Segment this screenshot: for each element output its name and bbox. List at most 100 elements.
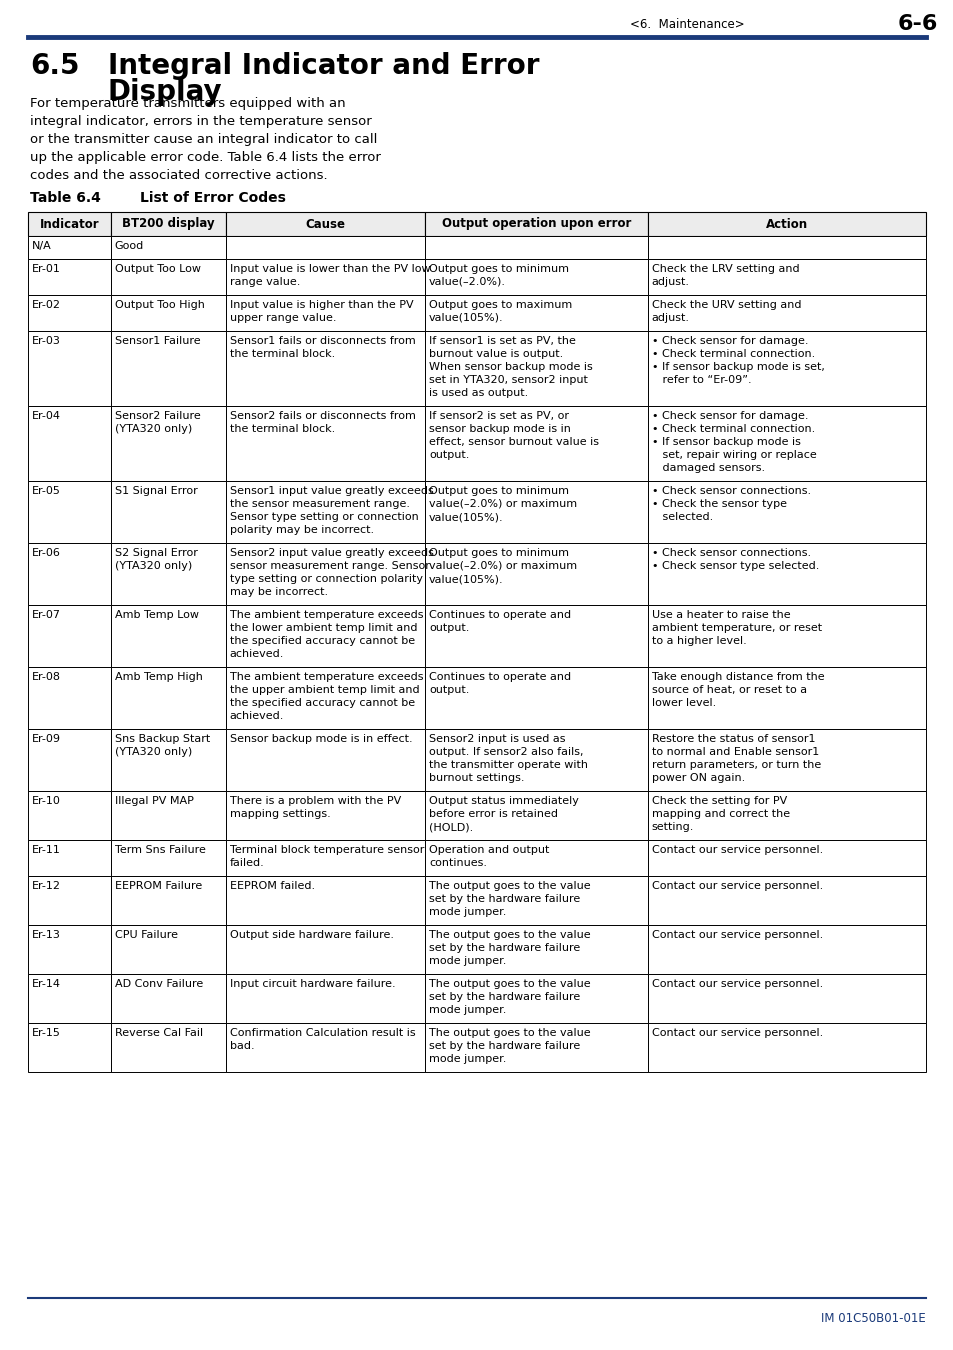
Bar xyxy=(424,296,647,331)
Bar xyxy=(28,543,111,605)
Bar xyxy=(225,212,424,236)
Text: ambient temperature, or reset: ambient temperature, or reset xyxy=(651,622,821,633)
Text: set by the hardware failure: set by the hardware failure xyxy=(429,992,579,1002)
Text: before error is retained: before error is retained xyxy=(429,809,558,819)
Text: Contact our service personnel.: Contact our service personnel. xyxy=(651,930,822,940)
Text: setting.: setting. xyxy=(651,822,693,832)
Text: Confirmation Calculation result is: Confirmation Calculation result is xyxy=(230,1027,415,1038)
Text: burnout value is output.: burnout value is output. xyxy=(429,350,562,359)
Text: mapping and correct the: mapping and correct the xyxy=(651,809,789,819)
Text: Amb Temp High: Amb Temp High xyxy=(114,672,202,682)
Text: Er-03: Er-03 xyxy=(32,336,61,346)
Bar xyxy=(647,876,925,925)
Bar xyxy=(647,925,925,973)
Text: Action: Action xyxy=(765,217,807,231)
Text: output.: output. xyxy=(429,450,469,460)
Text: Input value is higher than the PV: Input value is higher than the PV xyxy=(230,300,413,310)
Text: output.: output. xyxy=(429,622,469,633)
Text: lower level.: lower level. xyxy=(651,698,715,707)
Bar xyxy=(225,973,424,1023)
Text: refer to “Er-09”.: refer to “Er-09”. xyxy=(651,375,750,385)
Bar xyxy=(28,1023,111,1072)
Bar xyxy=(225,791,424,840)
Text: Check the setting for PV: Check the setting for PV xyxy=(651,796,786,806)
Text: Term Sns Failure: Term Sns Failure xyxy=(114,845,205,855)
Text: If sensor1 is set as PV, the: If sensor1 is set as PV, the xyxy=(429,336,576,346)
Text: burnout settings.: burnout settings. xyxy=(429,774,524,783)
Bar xyxy=(424,876,647,925)
Text: damaged sensors.: damaged sensors. xyxy=(651,463,764,472)
Text: upper range value.: upper range value. xyxy=(230,313,335,323)
Bar xyxy=(111,331,225,406)
Bar xyxy=(225,729,424,791)
Text: Sensor1 fails or disconnects from: Sensor1 fails or disconnects from xyxy=(230,336,415,346)
Bar xyxy=(111,605,225,667)
Bar xyxy=(424,791,647,840)
Text: set in YTA320, sensor2 input: set in YTA320, sensor2 input xyxy=(429,375,587,385)
Text: Output status immediately: Output status immediately xyxy=(429,796,578,806)
Bar xyxy=(111,481,225,543)
Text: Sensor1 Failure: Sensor1 Failure xyxy=(114,336,200,346)
Text: Output Too High: Output Too High xyxy=(114,300,204,310)
Text: Contact our service personnel.: Contact our service personnel. xyxy=(651,979,822,990)
Text: the specified accuracy cannot be: the specified accuracy cannot be xyxy=(230,698,415,707)
Bar xyxy=(647,481,925,543)
Text: Check the URV setting and: Check the URV setting and xyxy=(651,300,801,310)
Text: output.: output. xyxy=(429,684,469,695)
Bar xyxy=(225,876,424,925)
Text: For temperature transmitters equipped with an: For temperature transmitters equipped wi… xyxy=(30,97,345,109)
Bar xyxy=(647,543,925,605)
Text: Er-04: Er-04 xyxy=(32,410,61,421)
Text: Output goes to minimum: Output goes to minimum xyxy=(429,548,568,558)
Bar xyxy=(647,212,925,236)
Text: If sensor2 is set as PV, or: If sensor2 is set as PV, or xyxy=(429,410,568,421)
Text: Input circuit hardware failure.: Input circuit hardware failure. xyxy=(230,979,395,990)
Text: value(–2.0%) or maximum: value(–2.0%) or maximum xyxy=(429,500,577,509)
Bar xyxy=(225,667,424,729)
Text: Sensor backup mode is in effect.: Sensor backup mode is in effect. xyxy=(230,734,412,744)
Text: the upper ambient temp limit and: the upper ambient temp limit and xyxy=(230,684,418,695)
Text: failed.: failed. xyxy=(230,859,264,868)
Text: The output goes to the value: The output goes to the value xyxy=(429,1027,590,1038)
Text: Er-12: Er-12 xyxy=(32,882,61,891)
Text: the transmitter operate with: the transmitter operate with xyxy=(429,760,587,770)
Text: BT200 display: BT200 display xyxy=(122,217,214,231)
Bar xyxy=(424,406,647,481)
Text: Sensor2 input value greatly exceeds: Sensor2 input value greatly exceeds xyxy=(230,548,433,558)
Text: mode jumper.: mode jumper. xyxy=(429,956,506,967)
Text: Er-05: Er-05 xyxy=(32,486,61,495)
Text: 6-6: 6-6 xyxy=(897,14,937,34)
Bar xyxy=(647,840,925,876)
Text: Contact our service personnel.: Contact our service personnel. xyxy=(651,1027,822,1038)
Text: bad.: bad. xyxy=(230,1041,253,1052)
Bar xyxy=(111,1023,225,1072)
Text: CPU Failure: CPU Failure xyxy=(114,930,177,940)
Text: The ambient temperature exceeds: The ambient temperature exceeds xyxy=(230,672,422,682)
Bar xyxy=(225,406,424,481)
Bar xyxy=(111,876,225,925)
Bar xyxy=(424,925,647,973)
Bar xyxy=(111,925,225,973)
Text: mode jumper.: mode jumper. xyxy=(429,907,506,917)
Text: Er-13: Er-13 xyxy=(32,930,61,940)
Text: Use a heater to raise the: Use a heater to raise the xyxy=(651,610,789,620)
Text: to normal and Enable sensor1: to normal and Enable sensor1 xyxy=(651,747,818,757)
Text: return parameters, or turn the: return parameters, or turn the xyxy=(651,760,820,770)
Text: Reverse Cal Fail: Reverse Cal Fail xyxy=(114,1027,203,1038)
Bar xyxy=(424,1023,647,1072)
Text: <6.  Maintenance>: <6. Maintenance> xyxy=(629,18,744,31)
Text: Cause: Cause xyxy=(305,217,345,231)
Text: Er-15: Er-15 xyxy=(32,1027,61,1038)
Text: Sensor type setting or connection: Sensor type setting or connection xyxy=(230,512,417,522)
Text: set by the hardware failure: set by the hardware failure xyxy=(429,1041,579,1052)
Text: value(105%).: value(105%). xyxy=(429,512,503,522)
Bar xyxy=(647,406,925,481)
Text: 6.5: 6.5 xyxy=(30,53,79,80)
Text: mapping settings.: mapping settings. xyxy=(230,809,330,819)
Bar xyxy=(225,259,424,296)
Text: Er-08: Er-08 xyxy=(32,672,61,682)
Text: Er-14: Er-14 xyxy=(32,979,61,990)
Text: the lower ambient temp limit and: the lower ambient temp limit and xyxy=(230,622,416,633)
Text: sensor backup mode is in: sensor backup mode is in xyxy=(429,424,570,433)
Text: The output goes to the value: The output goes to the value xyxy=(429,930,590,940)
